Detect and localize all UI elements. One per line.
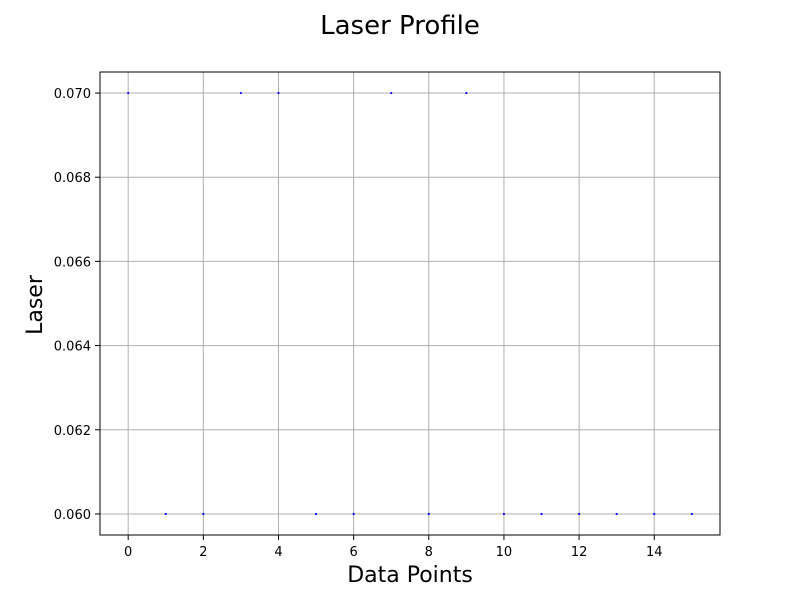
data-point bbox=[465, 91, 468, 95]
x-tick-label: 6 bbox=[349, 545, 357, 560]
y-axis-ticks: 0.060 0.062 0.064 0.066 0.068 0.070 bbox=[54, 87, 100, 523]
data-point bbox=[653, 512, 656, 516]
x-axis-label: Data Points bbox=[347, 563, 473, 588]
y-tick-label: 0.066 bbox=[54, 255, 91, 270]
x-tick-label: 8 bbox=[425, 545, 433, 560]
x-axis-ticks: 0 2 4 6 8 10 12 14 bbox=[124, 535, 663, 560]
y-tick-label: 0.068 bbox=[54, 171, 91, 186]
data-point bbox=[540, 512, 543, 516]
y-axis-label: Laser bbox=[23, 274, 48, 335]
data-point bbox=[352, 512, 355, 516]
data-point bbox=[577, 512, 581, 516]
y-tick-label: 0.064 bbox=[54, 340, 91, 355]
data-points-layer bbox=[127, 91, 693, 516]
chart-title: Laser Profile bbox=[320, 11, 480, 41]
data-point bbox=[314, 512, 318, 516]
data-point bbox=[390, 91, 393, 95]
y-tick-label: 0.062 bbox=[54, 424, 91, 439]
y-tick-label: 0.070 bbox=[54, 87, 91, 102]
plot-area-frame bbox=[99, 71, 721, 536]
data-point bbox=[202, 512, 205, 516]
x-tick-label: 0 bbox=[124, 545, 132, 560]
data-point bbox=[615, 512, 618, 516]
y-tick-label: 0.060 bbox=[54, 508, 91, 523]
grid-layer bbox=[100, 72, 720, 535]
data-point bbox=[277, 91, 280, 95]
data-point bbox=[427, 512, 430, 516]
data-point bbox=[239, 91, 243, 95]
data-point bbox=[502, 512, 506, 516]
x-tick-label: 12 bbox=[571, 545, 588, 560]
x-tick-label: 4 bbox=[274, 545, 282, 560]
data-point bbox=[690, 512, 693, 516]
x-tick-label: 10 bbox=[496, 545, 513, 560]
data-point bbox=[164, 512, 167, 516]
x-tick-label: 14 bbox=[646, 545, 663, 560]
x-tick-label: 2 bbox=[199, 545, 207, 560]
data-point bbox=[127, 91, 130, 95]
